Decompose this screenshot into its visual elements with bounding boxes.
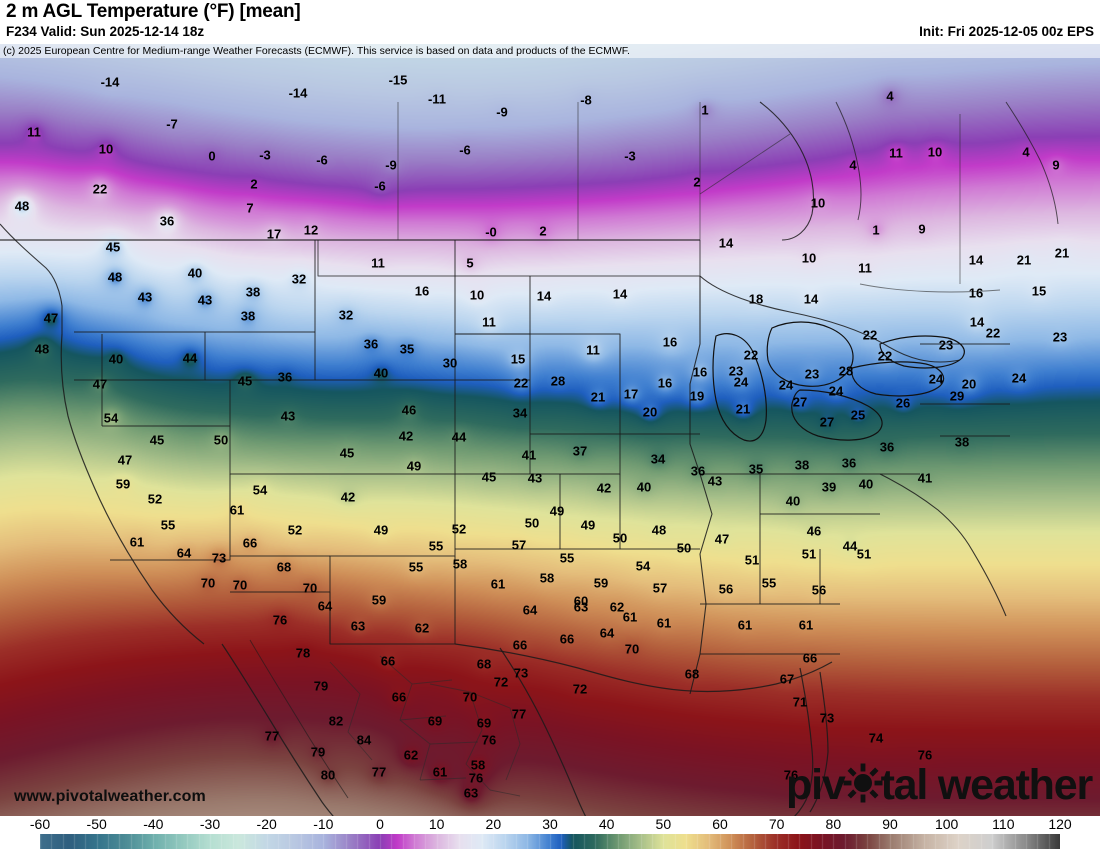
boundary-line [411,679,453,685]
brand-text-right: tal weather [880,761,1094,809]
colorbar-tick-70: 70 [768,816,785,832]
gear-sun-icon [843,763,883,808]
boundary-line [399,715,447,721]
page-title: 2 m AGL Temperature (°F) [mean] [6,1,301,22]
lake-outline [791,389,883,441]
brand-text-left: piv [786,761,846,809]
copyright-bar: (c) 2025 European Centre for Medium-rang… [0,44,1100,58]
boundary-line [489,789,521,797]
boundary-line [221,643,334,816]
colorbar-tick-50: 50 [655,816,672,832]
colorbar: -60 -50 -40 -30 -20 -10 0 10 20 30 40 50 60 70 80 90 100… [0,816,1100,850]
colorbar-tick-100: 100 [934,816,959,832]
boundary-line [74,332,206,381]
boundary-line [315,240,456,381]
brand-watermark: piv [786,761,1094,809]
boundary-line [809,671,829,813]
boundary-line [455,333,621,380]
colorbar-tick-120: 120 [1048,816,1072,832]
boundary-line [793,667,814,816]
boundary-line [835,101,862,221]
site-url-watermark: www.pivotalweather.com [14,788,206,805]
copyright-text: (c) 2025 European Centre for Medium-rang… [3,45,630,57]
boundary-line [759,101,815,241]
boundary-line [110,474,231,561]
boundary-line [499,647,587,816]
boundary-line [455,380,621,475]
colorbar-tick-60: 60 [712,816,728,832]
boundary-line [329,474,456,645]
temperature-raster [0,44,1100,816]
boundary-line [429,683,491,791]
colorbar-tick--60: -60 [29,816,51,832]
boundary-line [60,333,205,645]
colorbar-tick-30: 30 [542,816,558,832]
boundary-line [205,240,316,381]
colorbar-tick--40: -40 [143,816,164,832]
colorbar-tick-20: 20 [485,816,502,832]
boundary-line [429,741,479,745]
colorbar-tick-90: 90 [882,816,898,832]
colorbar-tick--30: -30 [199,816,221,832]
colorbar-gradient-strip [40,834,1060,849]
colorbar-tick-40: 40 [598,816,615,832]
lake-outline [766,321,854,387]
map-boundaries-overlay [0,101,1059,816]
colorbar-tick-80: 80 [825,816,842,832]
boundary-line [419,777,467,781]
lake-outline [879,335,965,369]
boundary-line [0,223,63,334]
boundary-line [699,275,961,363]
boundary-line [689,276,713,695]
colorbar-tick-labels: -60 -50 -40 -30 -20 -10 0 10 20 30 40 50 60 70 80 90 100… [0,816,1100,833]
boundary-line [249,639,349,799]
boundary-line [455,474,621,550]
boundary-line [859,283,1001,293]
boundary-line [879,473,1007,617]
colorbar-tick--10: -10 [313,816,334,832]
boundary-line [329,661,373,761]
colorbar-tick--50: -50 [86,816,107,832]
colorbar-tick-0: 0 [376,816,384,832]
boundary-line [1005,101,1059,225]
init-time-label: Init: Fri 2025-12-05 00z EPS [919,24,1094,39]
boundary-line [229,380,456,475]
colorbar-tick-10: 10 [428,816,445,832]
colorbar-tick-110: 110 [992,816,1015,832]
lake-outline [851,361,945,397]
boundary-line [317,240,701,277]
colorbar-tick--20: -20 [256,816,277,832]
lake-outline [712,333,767,442]
boundary-line [454,643,833,693]
boundary-line [699,133,791,195]
boundary-line [230,591,331,644]
valid-time-label: F234 Valid: Sun 2025-12-14 18z [6,24,205,39]
temperature-map[interactable]: -14 -14 -15 -11 -9 -8 1 4 11 -7 10 0 -3 -6 -9 -6 -3 11 10 4… [0,44,1100,816]
boundary-line [469,691,521,781]
map-header: 2 m AGL Temperature (°F) [mean] F234 Val… [0,0,1100,44]
